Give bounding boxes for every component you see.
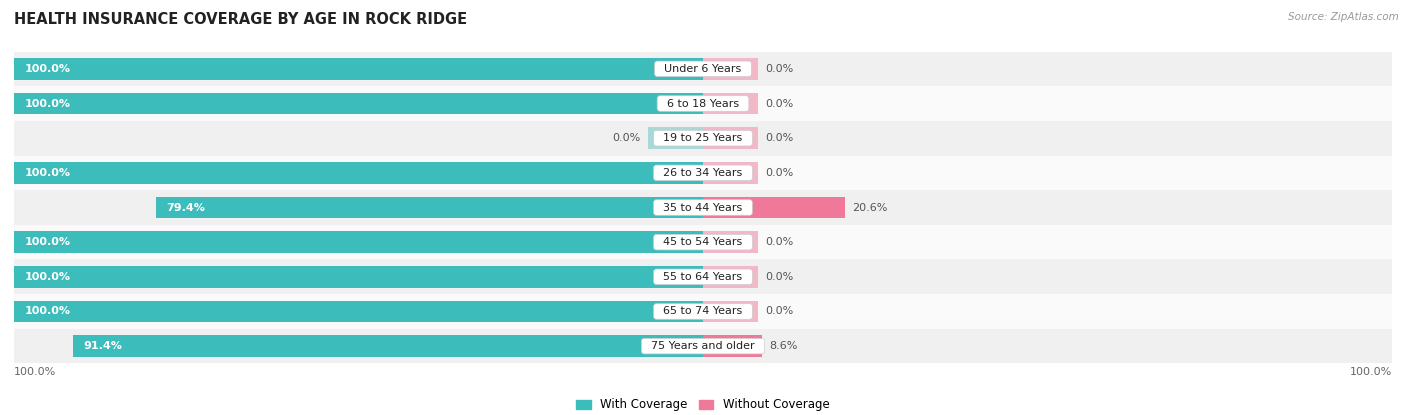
Bar: [14, 329, 1392, 364]
Text: HEALTH INSURANCE COVERAGE BY AGE IN ROCK RIDGE: HEALTH INSURANCE COVERAGE BY AGE IN ROCK…: [14, 12, 467, 27]
Bar: [703, 232, 758, 253]
Text: 45 to 54 Years: 45 to 54 Years: [657, 237, 749, 247]
Bar: [14, 51, 1392, 86]
Bar: [156, 197, 703, 218]
Bar: [703, 197, 845, 218]
Text: 100.0%: 100.0%: [24, 168, 70, 178]
Bar: [703, 335, 762, 357]
Text: 65 to 74 Years: 65 to 74 Years: [657, 307, 749, 317]
Bar: [14, 190, 1392, 225]
Text: 100.0%: 100.0%: [24, 272, 70, 282]
Text: 0.0%: 0.0%: [765, 64, 793, 74]
Bar: [703, 301, 758, 322]
Text: 91.4%: 91.4%: [83, 341, 122, 351]
Text: 55 to 64 Years: 55 to 64 Years: [657, 272, 749, 282]
Text: 100.0%: 100.0%: [14, 367, 56, 377]
Bar: [14, 259, 1392, 294]
Text: Source: ZipAtlas.com: Source: ZipAtlas.com: [1288, 12, 1399, 22]
Legend: With Coverage, Without Coverage: With Coverage, Without Coverage: [572, 393, 834, 415]
Bar: [14, 225, 1392, 259]
Text: 19 to 25 Years: 19 to 25 Years: [657, 133, 749, 143]
Bar: [648, 127, 703, 149]
Text: 100.0%: 100.0%: [24, 98, 70, 108]
Bar: [703, 127, 758, 149]
Bar: [14, 294, 1392, 329]
Bar: [14, 156, 1392, 190]
Bar: [14, 86, 1392, 121]
Bar: [14, 232, 703, 253]
Text: 0.0%: 0.0%: [765, 168, 793, 178]
Text: 35 to 44 Years: 35 to 44 Years: [657, 203, 749, 212]
Text: 0.0%: 0.0%: [613, 133, 641, 143]
Text: 8.6%: 8.6%: [769, 341, 797, 351]
Text: 0.0%: 0.0%: [765, 307, 793, 317]
Text: 100.0%: 100.0%: [24, 307, 70, 317]
Text: 75 Years and older: 75 Years and older: [644, 341, 762, 351]
Text: 20.6%: 20.6%: [852, 203, 887, 212]
Text: 6 to 18 Years: 6 to 18 Years: [659, 98, 747, 108]
Bar: [14, 266, 703, 288]
Text: 0.0%: 0.0%: [765, 98, 793, 108]
Text: 79.4%: 79.4%: [166, 203, 205, 212]
Text: 0.0%: 0.0%: [765, 133, 793, 143]
Text: 100.0%: 100.0%: [1350, 367, 1392, 377]
Text: 100.0%: 100.0%: [24, 237, 70, 247]
Text: Under 6 Years: Under 6 Years: [658, 64, 748, 74]
Bar: [14, 58, 703, 80]
Bar: [703, 162, 758, 183]
Bar: [73, 335, 703, 357]
Text: 26 to 34 Years: 26 to 34 Years: [657, 168, 749, 178]
Bar: [703, 266, 758, 288]
Bar: [703, 93, 758, 114]
Text: 0.0%: 0.0%: [765, 237, 793, 247]
Bar: [14, 93, 703, 114]
Text: 0.0%: 0.0%: [765, 272, 793, 282]
Bar: [14, 121, 1392, 156]
Bar: [14, 301, 703, 322]
Bar: [14, 162, 703, 183]
Bar: [703, 58, 758, 80]
Text: 100.0%: 100.0%: [24, 64, 70, 74]
